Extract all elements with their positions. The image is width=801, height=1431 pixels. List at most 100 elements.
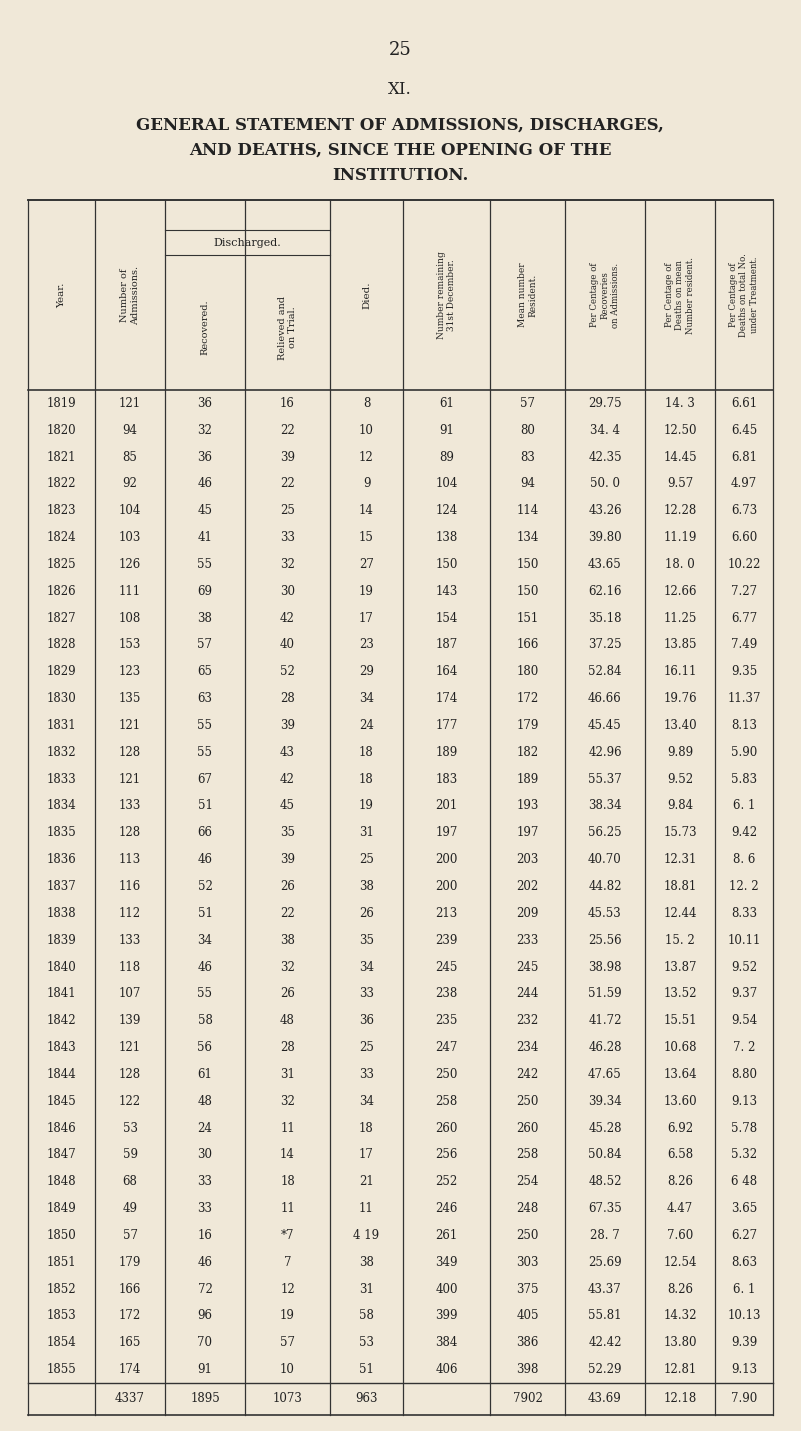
Text: 69: 69 — [198, 585, 212, 598]
Text: 39.80: 39.80 — [588, 531, 622, 544]
Text: 8. 6: 8. 6 — [733, 853, 755, 866]
Text: 8.13: 8.13 — [731, 718, 757, 733]
Text: 15. 2: 15. 2 — [665, 933, 695, 947]
Text: 349: 349 — [435, 1256, 457, 1269]
Text: Year.: Year. — [57, 282, 66, 308]
Text: 12.44: 12.44 — [663, 907, 697, 920]
Text: Per Centage of
Recoveries
on Admissions.: Per Centage of Recoveries on Admissions. — [590, 262, 620, 328]
Text: 42: 42 — [280, 773, 295, 786]
Text: 245: 245 — [517, 960, 539, 973]
Text: 39: 39 — [280, 718, 295, 733]
Text: 65: 65 — [198, 665, 212, 678]
Text: 963: 963 — [356, 1392, 378, 1405]
Text: 32: 32 — [198, 424, 212, 436]
Text: 14.45: 14.45 — [663, 451, 697, 464]
Text: 67: 67 — [198, 773, 212, 786]
Text: 179: 179 — [119, 1256, 141, 1269]
Text: 34. 4: 34. 4 — [590, 424, 620, 436]
Text: 42: 42 — [280, 611, 295, 624]
Text: 55: 55 — [198, 987, 212, 1000]
Text: 57: 57 — [280, 1337, 295, 1349]
Text: 45: 45 — [198, 504, 212, 517]
Text: 12.31: 12.31 — [663, 853, 697, 866]
Text: 399: 399 — [435, 1309, 457, 1322]
Text: 50.84: 50.84 — [588, 1149, 622, 1162]
Text: 13.60: 13.60 — [663, 1095, 697, 1108]
Text: 13.87: 13.87 — [663, 960, 697, 973]
Text: 25: 25 — [359, 1040, 374, 1055]
Text: 19: 19 — [359, 585, 374, 598]
Text: 25.56: 25.56 — [588, 933, 622, 947]
Text: 45: 45 — [280, 800, 295, 813]
Text: 8.63: 8.63 — [731, 1256, 757, 1269]
Text: 41: 41 — [198, 531, 212, 544]
Text: 48: 48 — [198, 1095, 212, 1108]
Text: 4337: 4337 — [115, 1392, 145, 1405]
Text: 9.52: 9.52 — [667, 773, 693, 786]
Text: 14.32: 14.32 — [663, 1309, 697, 1322]
Text: 114: 114 — [517, 504, 538, 517]
Text: 1822: 1822 — [46, 478, 76, 491]
Text: 258: 258 — [436, 1095, 457, 1108]
Text: 6.58: 6.58 — [667, 1149, 693, 1162]
Text: 62.16: 62.16 — [588, 585, 622, 598]
Text: 256: 256 — [435, 1149, 457, 1162]
Text: 1839: 1839 — [46, 933, 76, 947]
Text: 1841: 1841 — [46, 987, 76, 1000]
Text: 135: 135 — [119, 693, 141, 705]
Text: 1845: 1845 — [46, 1095, 76, 1108]
Text: 261: 261 — [436, 1229, 457, 1242]
Text: 58: 58 — [359, 1309, 374, 1322]
Text: 5.90: 5.90 — [731, 746, 757, 758]
Text: 213: 213 — [436, 907, 457, 920]
Text: 45.53: 45.53 — [588, 907, 622, 920]
Text: Died.: Died. — [362, 282, 371, 309]
Text: 63: 63 — [198, 693, 212, 705]
Text: 15.51: 15.51 — [663, 1015, 697, 1027]
Text: 3.65: 3.65 — [731, 1202, 757, 1215]
Text: 55.81: 55.81 — [588, 1309, 622, 1322]
Text: 11: 11 — [280, 1122, 295, 1135]
Text: 52: 52 — [280, 665, 295, 678]
Text: 51: 51 — [198, 800, 212, 813]
Text: XI.: XI. — [388, 82, 412, 99]
Text: 46: 46 — [198, 960, 212, 973]
Text: 8.80: 8.80 — [731, 1068, 757, 1080]
Text: 11.37: 11.37 — [727, 693, 761, 705]
Text: 22: 22 — [280, 907, 295, 920]
Text: 1895: 1895 — [190, 1392, 220, 1405]
Text: 55: 55 — [198, 746, 212, 758]
Text: 1844: 1844 — [46, 1068, 76, 1080]
Text: 9.39: 9.39 — [731, 1337, 757, 1349]
Text: 45.28: 45.28 — [588, 1122, 622, 1135]
Text: 187: 187 — [436, 638, 457, 651]
Text: 121: 121 — [119, 1040, 141, 1055]
Text: 33: 33 — [280, 531, 295, 544]
Text: 260: 260 — [517, 1122, 539, 1135]
Text: 9.84: 9.84 — [667, 800, 693, 813]
Text: 43.26: 43.26 — [588, 504, 622, 517]
Text: 43.69: 43.69 — [588, 1392, 622, 1405]
Text: 68: 68 — [123, 1175, 138, 1188]
Text: 242: 242 — [517, 1068, 538, 1080]
Text: 193: 193 — [517, 800, 539, 813]
Text: 112: 112 — [119, 907, 141, 920]
Text: 143: 143 — [435, 585, 457, 598]
Text: 39.34: 39.34 — [588, 1095, 622, 1108]
Text: 1819: 1819 — [46, 396, 76, 409]
Text: 51.59: 51.59 — [588, 987, 622, 1000]
Text: 150: 150 — [435, 558, 457, 571]
Text: 11.25: 11.25 — [663, 611, 697, 624]
Text: 406: 406 — [435, 1364, 457, 1377]
Text: 66: 66 — [198, 826, 212, 840]
Text: Recovered.: Recovered. — [200, 299, 210, 355]
Text: 1825: 1825 — [46, 558, 76, 571]
Text: 250: 250 — [435, 1068, 457, 1080]
Text: 233: 233 — [517, 933, 539, 947]
Text: 108: 108 — [119, 611, 141, 624]
Text: 6 48: 6 48 — [731, 1175, 757, 1188]
Text: 133: 133 — [119, 933, 141, 947]
Text: 6. 1: 6. 1 — [733, 800, 755, 813]
Text: 9.35: 9.35 — [731, 665, 757, 678]
Text: 30: 30 — [280, 585, 295, 598]
